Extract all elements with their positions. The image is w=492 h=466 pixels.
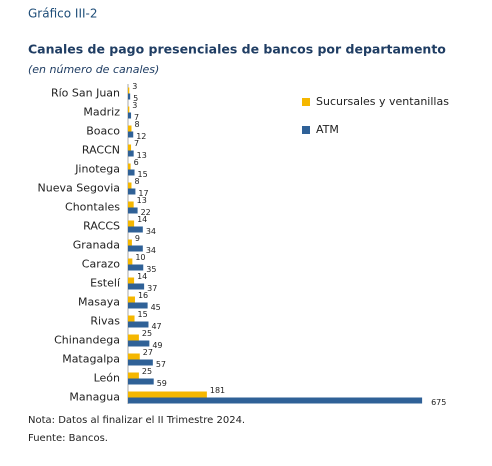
bar	[128, 169, 135, 176]
value-label: 10	[135, 253, 145, 262]
bar	[128, 258, 133, 265]
bar	[128, 87, 130, 94]
note: Nota: Datos al finalizar el II Trimestre…	[28, 415, 245, 426]
value-label: 16	[138, 291, 148, 300]
y-tick-label: León	[94, 372, 120, 385]
bar	[128, 397, 423, 404]
value-label: 45	[151, 303, 161, 312]
y-tick-label: Granada	[73, 239, 120, 252]
bar	[128, 93, 131, 100]
value-label: 22	[141, 208, 151, 217]
value-label: 8	[134, 177, 139, 186]
value-label: 14	[137, 215, 147, 224]
value-label: 25	[142, 367, 152, 376]
value-label: 181	[210, 386, 225, 395]
legend-label: Sucursales y ventanillas	[316, 95, 449, 108]
bar	[128, 353, 140, 360]
bar	[128, 125, 132, 132]
bar	[128, 163, 131, 170]
value-label: 17	[138, 189, 148, 198]
y-tick-label: Chontales	[65, 201, 120, 214]
legend-swatch	[302, 126, 310, 134]
chart-subtitle: (en número de canales)	[28, 63, 159, 76]
bar	[128, 150, 134, 157]
value-label: 59	[157, 379, 167, 388]
y-tick-label: Río San Juan	[51, 87, 120, 100]
y-tick-label: RACCS	[83, 220, 120, 233]
bar	[128, 315, 135, 322]
value-label: 8	[134, 120, 139, 129]
y-tick-label: Chinandega	[54, 334, 120, 347]
y-tick-label: Estelí	[90, 277, 121, 290]
bar	[128, 131, 134, 138]
bar	[128, 372, 139, 379]
source: Fuente: Bancos.	[28, 433, 108, 444]
y-tick-label: Boaco	[86, 125, 120, 138]
bar	[128, 201, 134, 208]
y-tick-label: Rivas	[90, 315, 120, 328]
value-label: 37	[147, 284, 157, 293]
bar	[128, 207, 138, 214]
value-label: 675	[431, 398, 446, 407]
legend-swatch	[302, 98, 310, 106]
value-label: 49	[152, 341, 162, 350]
value-label: 27	[143, 348, 153, 357]
bar	[128, 296, 135, 303]
bar	[128, 239, 132, 246]
bar	[128, 340, 150, 347]
value-label: 3	[132, 82, 137, 91]
value-label: 15	[138, 170, 148, 179]
y-tick-label: RACCN	[82, 144, 120, 157]
y-tick-label: Matagalpa	[62, 353, 120, 366]
value-label: 47	[151, 322, 161, 331]
bar	[128, 277, 135, 284]
y-tick-label: Madriz	[83, 106, 120, 119]
y-tick-label: Jinotega	[74, 163, 120, 176]
value-label: 9	[135, 234, 140, 243]
bar	[128, 334, 139, 341]
legend-label: ATM	[316, 123, 339, 136]
bar	[128, 302, 148, 309]
value-label: 34	[146, 227, 156, 236]
value-label: 12	[136, 132, 146, 141]
value-label: 15	[138, 310, 148, 319]
value-label: 3	[132, 101, 137, 110]
bar	[128, 144, 132, 151]
bar	[128, 226, 143, 233]
value-label: 7	[134, 139, 139, 148]
bar	[128, 264, 144, 271]
bar	[128, 391, 207, 398]
bar	[128, 359, 153, 366]
chart-title: Canales de pago presenciales de bancos p…	[28, 42, 446, 57]
bar	[128, 321, 149, 328]
value-label: 6	[134, 158, 139, 167]
value-label: 13	[137, 151, 147, 160]
y-tick-label: Masaya	[78, 296, 120, 309]
y-tick-label: Carazo	[82, 258, 120, 271]
bar	[128, 378, 154, 385]
value-label: 14	[137, 272, 147, 281]
value-label: 5	[133, 94, 138, 103]
y-tick-label: Managua	[69, 391, 120, 404]
value-label: 13	[137, 196, 147, 205]
bar	[128, 182, 132, 189]
bar	[128, 220, 135, 227]
bar	[128, 283, 145, 290]
chart-label: Gráfico III-2	[28, 7, 97, 21]
value-label: 35	[146, 265, 156, 274]
bar	[128, 106, 130, 113]
value-label: 34	[146, 246, 156, 255]
bar	[128, 245, 143, 252]
bar	[128, 188, 136, 195]
value-label: 25	[142, 329, 152, 338]
value-label: 7	[134, 113, 139, 122]
y-tick-label: Nueva Segovia	[38, 182, 120, 195]
bar	[128, 112, 132, 119]
value-label: 57	[156, 360, 166, 369]
